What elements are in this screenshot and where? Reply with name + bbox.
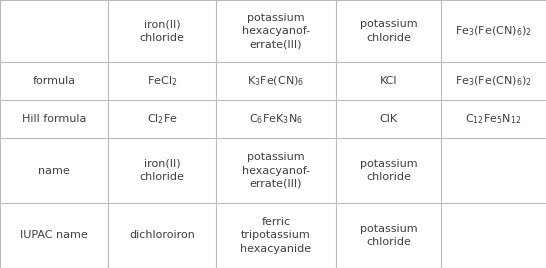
Text: K$_3$Fe(CN)$_6$: K$_3$Fe(CN)$_6$ [247,74,305,88]
Text: dichloroiron: dichloroiron [129,230,195,240]
Text: potassium
hexacyanof-
errate(III): potassium hexacyanof- errate(III) [242,13,310,49]
Text: potassium
chloride: potassium chloride [360,19,417,43]
Text: Hill formula: Hill formula [22,114,86,124]
Text: IUPAC name: IUPAC name [20,230,88,240]
Text: FeCl$_2$: FeCl$_2$ [147,74,177,88]
Text: C$_{12}$Fe$_5$N$_{12}$: C$_{12}$Fe$_5$N$_{12}$ [465,112,521,126]
Text: C$_6$FeK$_3$N$_6$: C$_6$FeK$_3$N$_6$ [249,112,303,126]
Text: KCl: KCl [380,76,397,86]
Text: Fe$_3$(Fe(CN)$_6$)$_2$: Fe$_3$(Fe(CN)$_6$)$_2$ [455,24,532,38]
Text: Cl$_2$Fe: Cl$_2$Fe [146,112,177,126]
Text: potassium
chloride: potassium chloride [360,159,417,182]
Text: formula: formula [32,76,75,86]
Text: iron(II)
chloride: iron(II) chloride [140,159,185,182]
Text: ferric
tripotassium
hexacyanide: ferric tripotassium hexacyanide [240,217,312,254]
Text: iron(II)
chloride: iron(II) chloride [140,19,185,43]
Text: Fe$_3$(Fe(CN)$_6$)$_2$: Fe$_3$(Fe(CN)$_6$)$_2$ [455,74,532,88]
Text: potassium
chloride: potassium chloride [360,224,417,247]
Text: potassium
hexacyanof-
errate(III): potassium hexacyanof- errate(III) [242,152,310,189]
Text: name: name [38,166,70,176]
Text: ClK: ClK [379,114,397,124]
